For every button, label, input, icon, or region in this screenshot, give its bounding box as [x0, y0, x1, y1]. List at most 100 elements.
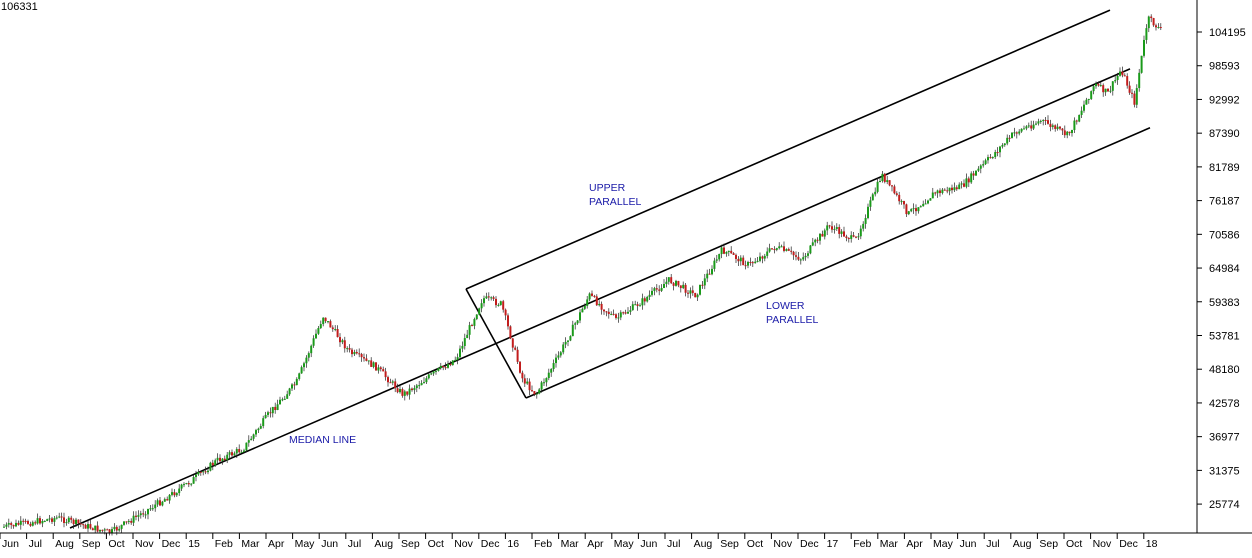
candle-body [538, 389, 541, 394]
candle-body [720, 247, 723, 255]
candle-body [168, 494, 171, 501]
candle-body [288, 388, 291, 395]
candle-body [775, 248, 778, 250]
x-tick-label: Nov [773, 538, 792, 550]
candle-body [259, 426, 262, 429]
candle-body [51, 518, 53, 522]
candle-body [763, 255, 766, 259]
candle-body [1073, 120, 1076, 131]
candle-body [39, 518, 41, 524]
candle-body [447, 363, 449, 368]
candle-body [396, 388, 399, 393]
candle-body [989, 157, 992, 159]
candle-body [499, 301, 502, 305]
candle-body [144, 514, 147, 516]
candle-body [327, 321, 329, 323]
candle-body [377, 367, 380, 371]
candle-body [819, 233, 821, 241]
y-tick-label: 48180 [1209, 364, 1240, 376]
candle-body [756, 260, 759, 262]
candle-body [847, 238, 850, 240]
candle-body [780, 246, 783, 248]
candle-body [305, 357, 308, 364]
candle-body [497, 304, 500, 306]
candle-body [1054, 125, 1057, 129]
candle-body [1114, 80, 1117, 82]
candle-body [231, 452, 233, 456]
y-tick-label: 36977 [1209, 432, 1240, 444]
x-tick-label: Sep [401, 538, 420, 550]
candle-body [828, 225, 831, 227]
candle-body [1030, 125, 1033, 129]
candle-body [615, 314, 617, 318]
x-tick-label: Aug [55, 538, 74, 550]
candle-body [636, 304, 639, 306]
candle-body [77, 519, 80, 524]
candle-body [1099, 85, 1102, 87]
candle-body [891, 185, 893, 187]
candle-body [329, 321, 332, 328]
candle-body [372, 362, 375, 367]
candle-body [303, 363, 305, 368]
candle-body [773, 249, 776, 251]
x-tick-label: Nov [1093, 538, 1112, 550]
candle-body [72, 519, 75, 525]
pitchfork-handle-line [465, 288, 527, 399]
candle-body [391, 381, 394, 383]
candle-body [334, 329, 337, 331]
candle-body [787, 249, 790, 251]
candle-body [1121, 71, 1124, 76]
candle-body [48, 518, 51, 520]
candle-body [670, 277, 673, 284]
candle-body [495, 298, 497, 306]
candle-body [269, 412, 272, 414]
candle-body [1087, 98, 1090, 100]
candle-body [509, 326, 512, 339]
candle-body [1047, 120, 1049, 124]
x-tick-label: Dec [481, 538, 500, 550]
candle-body [108, 529, 111, 534]
candle-body [802, 257, 805, 260]
candle-body [910, 209, 913, 212]
candle-body [149, 508, 152, 510]
candle-body [610, 313, 613, 315]
candle-body [1135, 88, 1138, 105]
candle-body [953, 187, 956, 191]
candle-body [655, 288, 658, 290]
candle-body [451, 360, 454, 366]
candle-body [667, 277, 670, 282]
candle-body [399, 389, 401, 393]
candle-body [958, 184, 961, 190]
candle-body [562, 344, 565, 353]
candle-body [439, 365, 442, 369]
candle-body [252, 434, 255, 439]
candle-body [24, 520, 27, 522]
candle-body [262, 418, 265, 427]
candle-body [82, 524, 85, 526]
candle-body [607, 311, 610, 315]
candle-body [490, 297, 493, 299]
candle-body [571, 324, 574, 337]
last-value-label: 106331 [1, 1, 38, 13]
candle-body [235, 449, 238, 454]
candle-body [1051, 125, 1054, 127]
candle-body [406, 391, 409, 395]
candle-body [274, 406, 277, 411]
candle-body [183, 484, 185, 486]
candle-body [70, 517, 73, 520]
candle-body [701, 284, 704, 286]
candle-body [727, 250, 730, 253]
candle-body [972, 173, 975, 176]
candle-body [617, 317, 620, 319]
candle-body [475, 314, 478, 320]
candle-body [159, 500, 161, 506]
candle-body [559, 352, 562, 356]
x-tick-label: May [614, 538, 635, 550]
candle-body [934, 192, 937, 194]
candle-body [420, 383, 423, 386]
candle-body [84, 524, 87, 529]
candle-body [826, 225, 829, 231]
candle-body [63, 517, 65, 523]
candle-body [178, 488, 181, 494]
